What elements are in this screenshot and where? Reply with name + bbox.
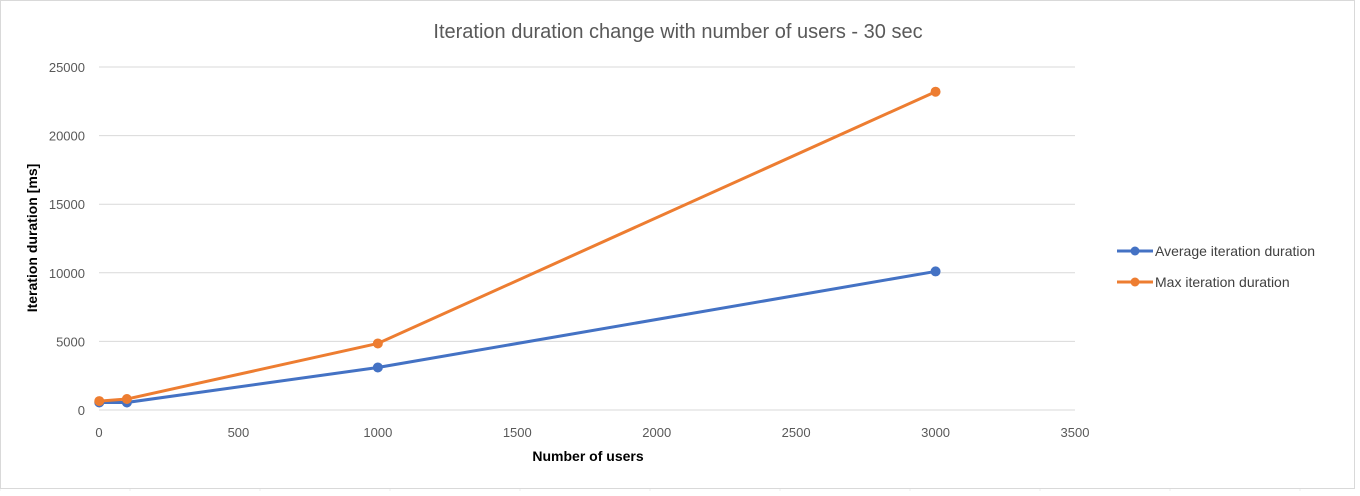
- data-point: [121, 394, 132, 405]
- y-axis-ticks: 0 5000 10000 15000 20000 25000: [49, 60, 85, 418]
- y-tick-label: 15000: [49, 197, 85, 212]
- x-tick-label: 2500: [782, 425, 811, 440]
- series-line: [97, 90, 938, 403]
- legend-swatch-marker: [1130, 277, 1140, 287]
- legend-item: Max iteration duration: [1117, 274, 1290, 290]
- x-tick-label: 2000: [642, 425, 671, 440]
- y-tick-label: 20000: [49, 129, 85, 144]
- legend: Average iteration duration Max iteration …: [1117, 243, 1315, 290]
- series-line: [97, 269, 938, 404]
- x-tick-label: 3500: [1061, 425, 1090, 440]
- y-tick-label: 0: [78, 403, 85, 418]
- series-layer: [94, 86, 941, 408]
- data-point: [930, 266, 941, 277]
- series-2: [94, 86, 941, 407]
- x-axis-ticks: 0 500 1000 1500 2000 2500 3000 3500: [95, 425, 1089, 440]
- x-tick-label: 3000: [921, 425, 950, 440]
- x-tick-label: 1500: [503, 425, 532, 440]
- data-point: [372, 362, 383, 373]
- data-point: [372, 338, 383, 349]
- data-point: [930, 86, 941, 97]
- x-tick-label: 0: [95, 425, 102, 440]
- y-tick-label: 25000: [49, 60, 85, 75]
- y-tick-label: 10000: [49, 266, 85, 281]
- x-tick-label: 500: [228, 425, 250, 440]
- legend-swatch-marker: [1130, 246, 1140, 256]
- x-axis-title: Number of users: [532, 448, 643, 464]
- y-axis-title: Iteration duration [ms]: [24, 164, 40, 313]
- x-tick-label: 1000: [363, 425, 392, 440]
- legend-item: Average iteration duration: [1117, 243, 1315, 259]
- gridlines: [99, 66, 1075, 342]
- y-tick-label: 5000: [56, 334, 85, 349]
- legend-label: Max iteration duration: [1155, 274, 1290, 290]
- legend-label: Average iteration duration: [1155, 243, 1315, 259]
- chart-title: Iteration duration change with number of…: [433, 21, 922, 43]
- data-point: [94, 396, 105, 407]
